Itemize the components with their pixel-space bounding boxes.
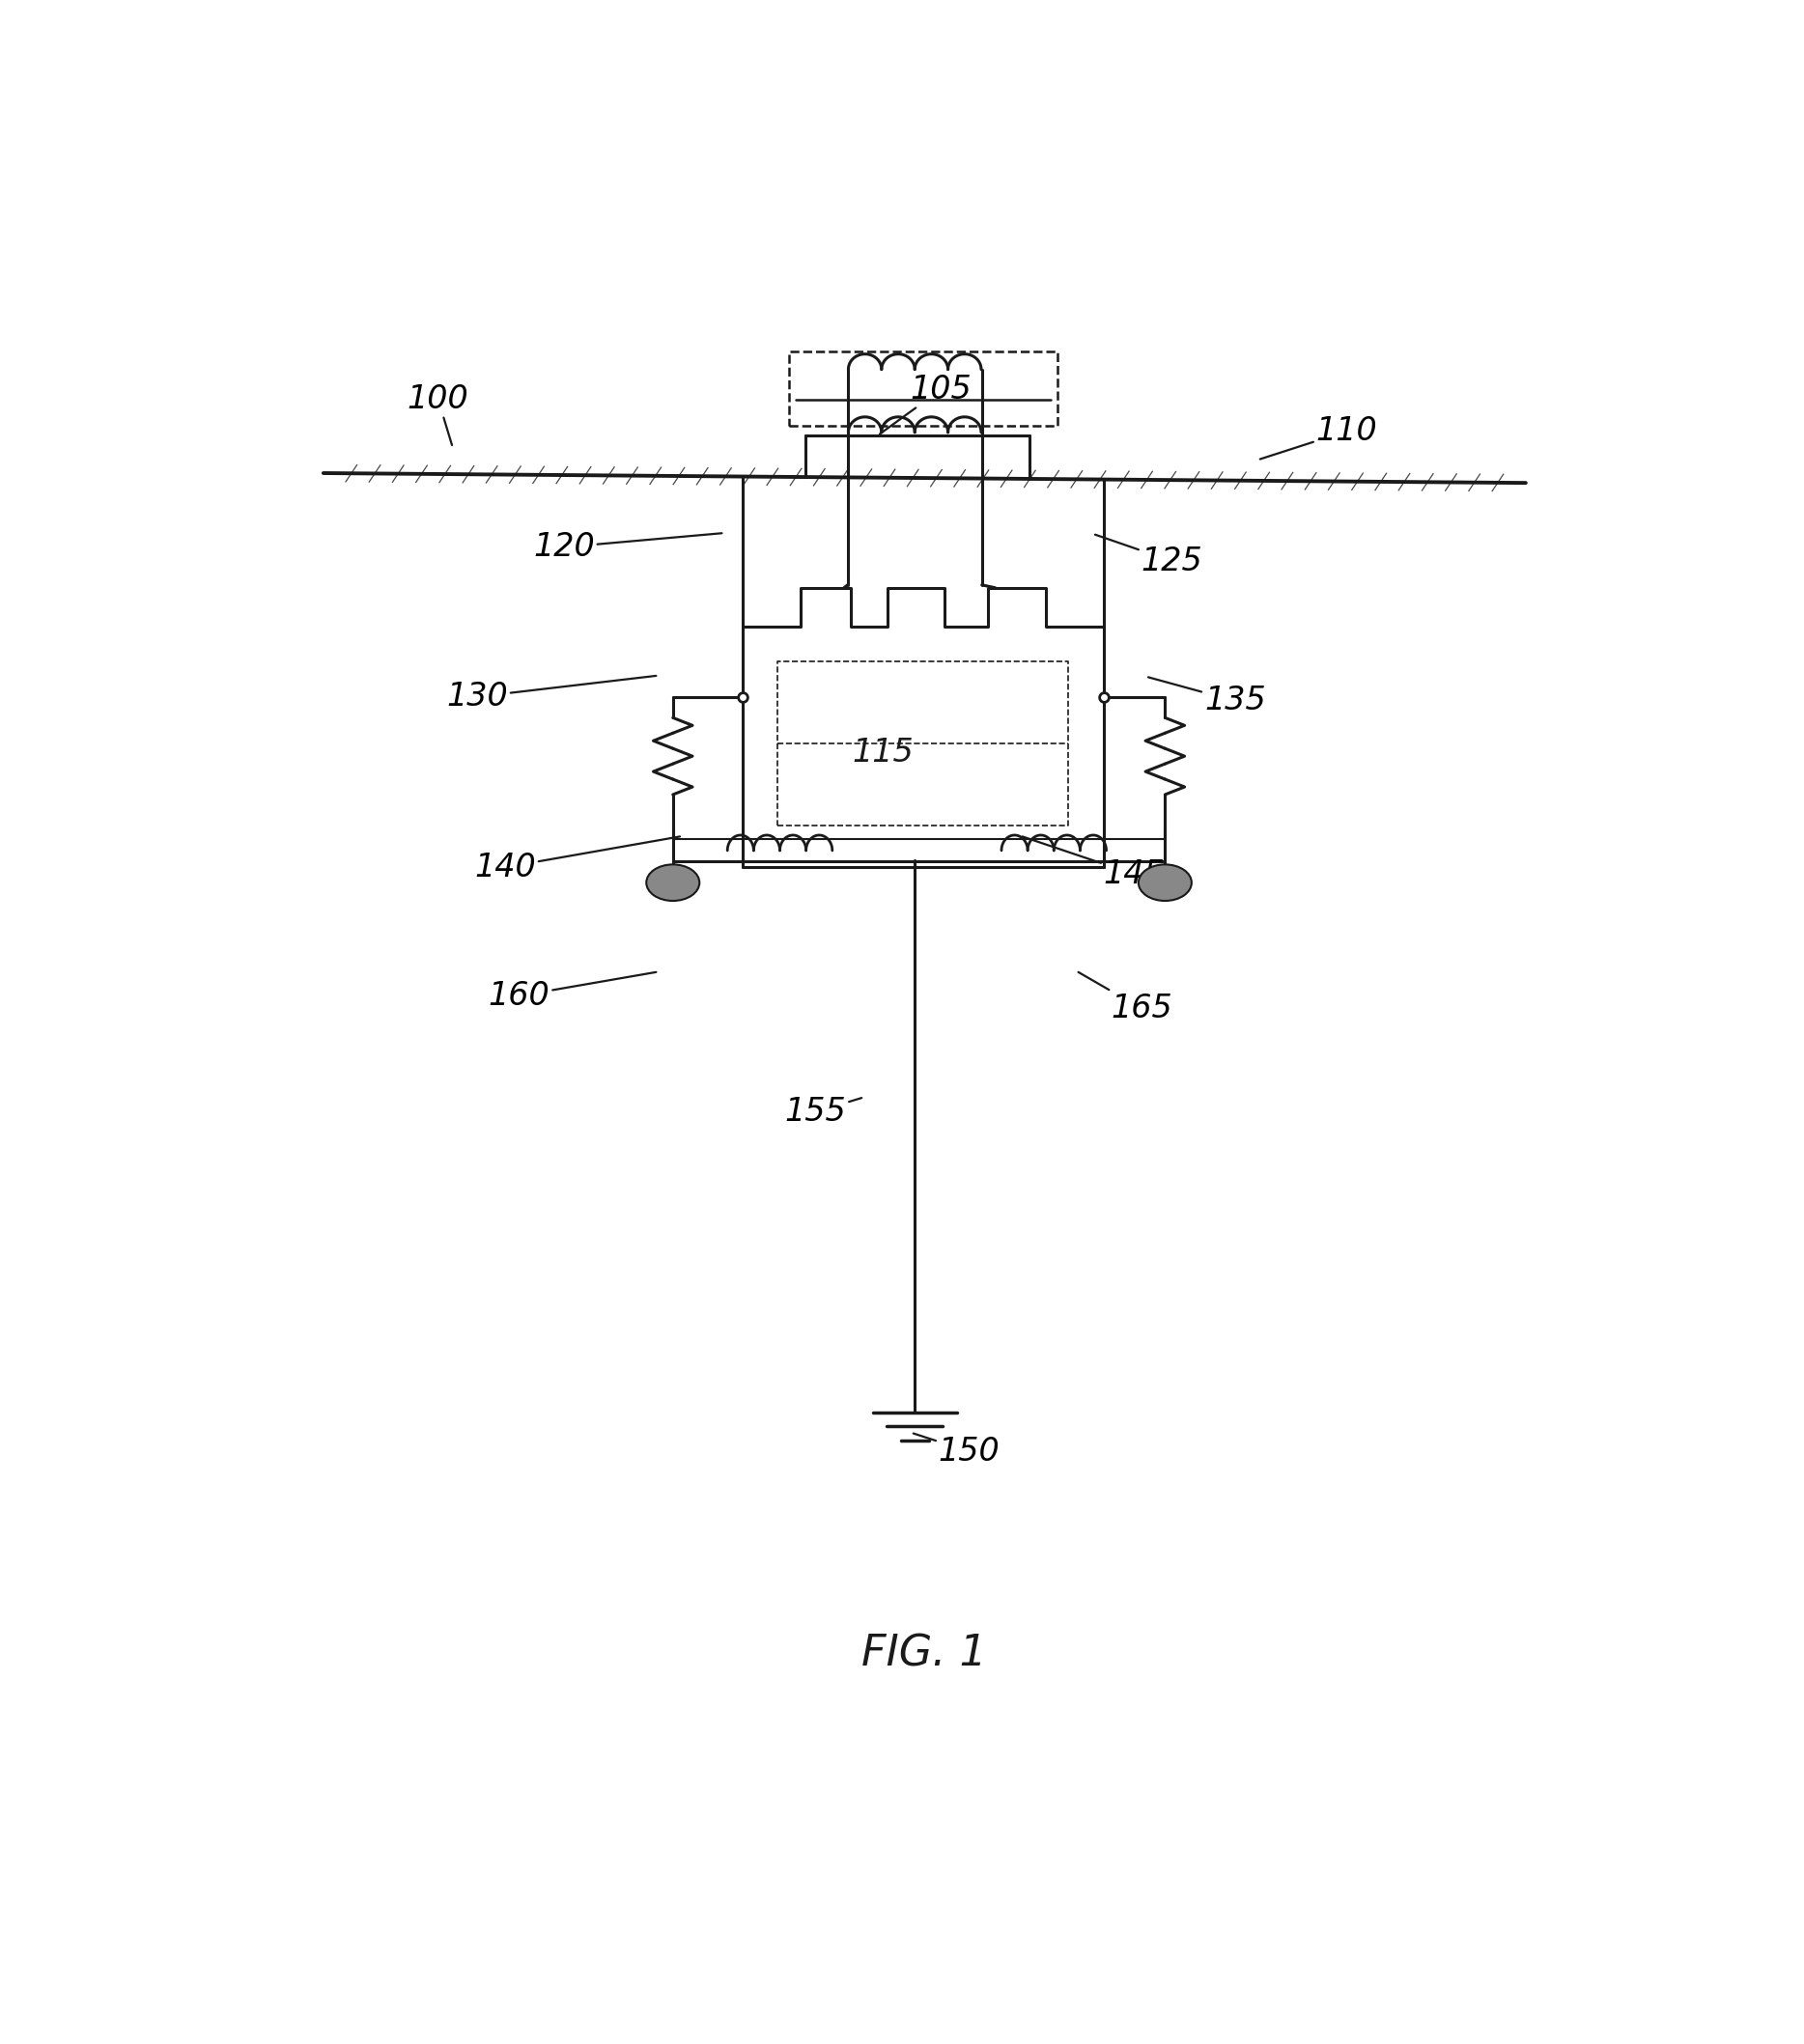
Ellipse shape xyxy=(1138,865,1192,901)
Text: 135: 135 xyxy=(1149,677,1266,717)
Text: 105: 105 xyxy=(880,374,972,433)
Text: 125: 125 xyxy=(1095,536,1203,576)
Text: 110: 110 xyxy=(1259,415,1378,460)
Text: 140: 140 xyxy=(474,836,680,883)
Text: 145: 145 xyxy=(1023,836,1165,891)
Ellipse shape xyxy=(646,865,700,901)
Text: 160: 160 xyxy=(489,973,657,1012)
Text: 155: 155 xyxy=(785,1096,862,1128)
Text: 150: 150 xyxy=(913,1433,999,1468)
Text: 130: 130 xyxy=(446,677,657,713)
Text: 120: 120 xyxy=(534,531,722,562)
Text: FIG. 1: FIG. 1 xyxy=(862,1633,987,1674)
Text: 165: 165 xyxy=(1079,973,1173,1024)
Text: 115: 115 xyxy=(851,736,913,769)
Text: 100: 100 xyxy=(408,382,469,446)
